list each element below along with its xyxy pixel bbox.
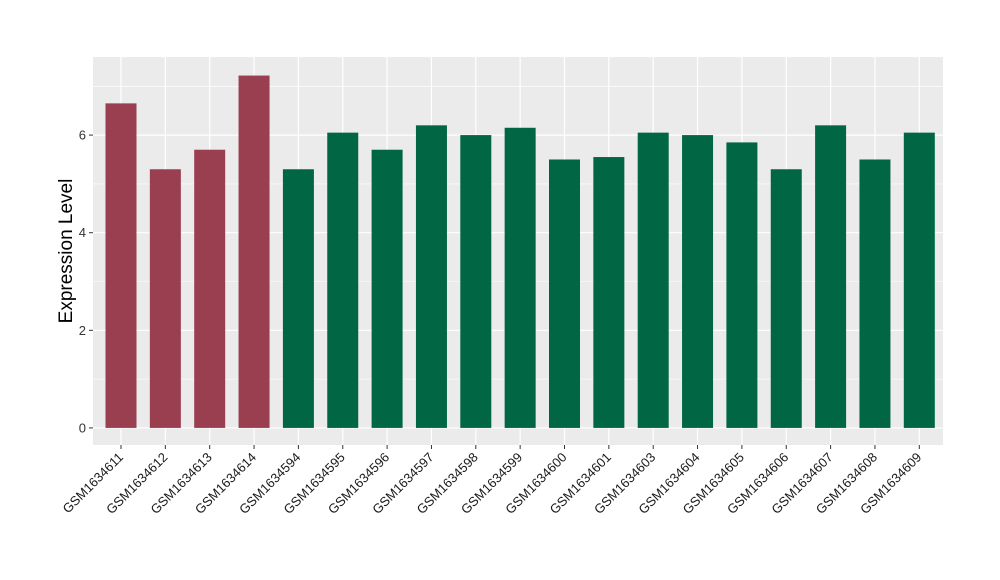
bar — [282, 169, 314, 428]
y-tick-label: 6 — [79, 128, 86, 143]
bar — [460, 135, 492, 428]
y-axis-title: Expression Level — [56, 179, 77, 324]
bar — [238, 75, 270, 428]
bar — [371, 149, 403, 428]
bar — [770, 169, 802, 428]
bars — [105, 75, 935, 428]
bar — [682, 135, 714, 428]
bar — [105, 103, 137, 428]
y-axis: 0 2 4 6 — [79, 128, 93, 435]
x-axis: GSM1634611GSM1634612GSM1634613GSM1634614… — [59, 445, 924, 517]
bar — [903, 132, 935, 428]
bar — [415, 125, 447, 428]
bar — [327, 132, 359, 428]
y-tick-label: 4 — [79, 225, 86, 240]
bar — [593, 157, 625, 428]
bar — [815, 125, 847, 428]
bar — [194, 149, 226, 428]
bar — [859, 159, 891, 428]
bar — [637, 132, 669, 428]
bar — [504, 127, 536, 428]
bar — [149, 169, 181, 428]
bar — [549, 159, 580, 428]
y-tick-label: 0 — [79, 420, 86, 435]
y-tick-label: 2 — [79, 323, 86, 338]
bar — [726, 142, 758, 428]
